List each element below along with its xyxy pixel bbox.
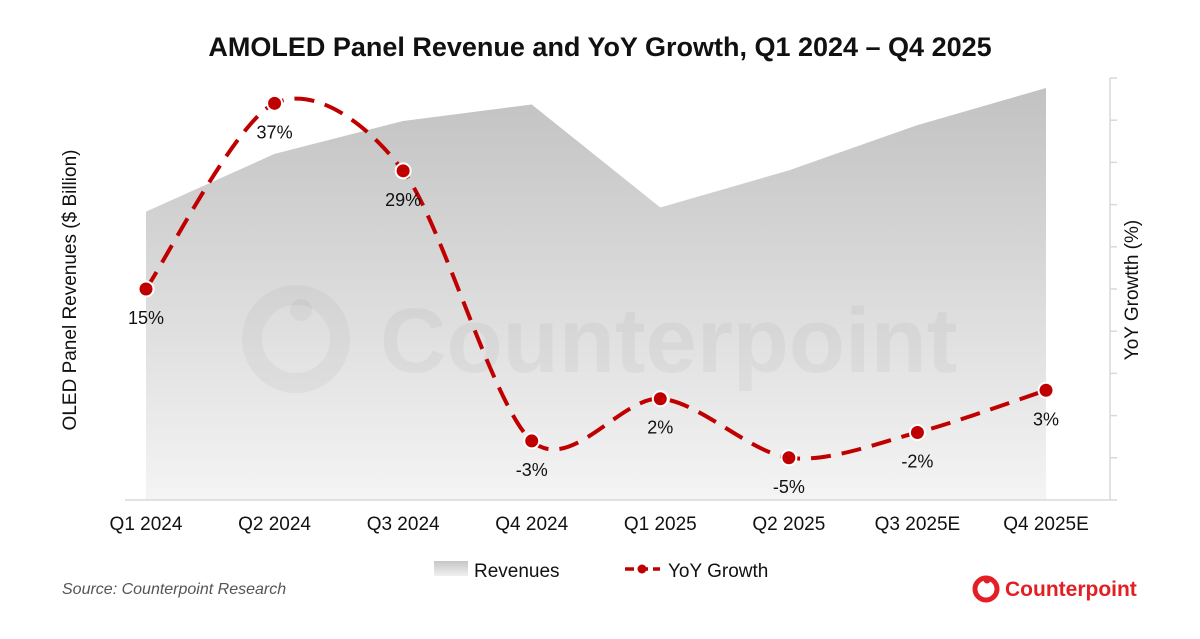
yoy-data-label: -5% bbox=[773, 477, 805, 497]
legend-label-revenues: Revenues bbox=[474, 561, 560, 582]
brand-logo-dot bbox=[983, 576, 991, 584]
yoy-point bbox=[523, 432, 541, 450]
yoy-data-label: 15% bbox=[128, 308, 164, 328]
yoy-points-layer bbox=[137, 94, 1055, 467]
brand-logo: Counterpoint bbox=[972, 575, 1137, 603]
yoy-data-label: 3% bbox=[1033, 409, 1059, 429]
x-tick-label: Q3 2025E bbox=[875, 514, 961, 535]
legend: Revenues YoY Growth bbox=[434, 561, 768, 582]
yoy-data-label: 2% bbox=[647, 418, 673, 438]
x-tick-label: Q4 2024 bbox=[495, 514, 568, 535]
yoy-point bbox=[394, 162, 412, 180]
x-tick-label: Q1 2024 bbox=[110, 514, 183, 535]
x-tick-label: Q3 2024 bbox=[367, 514, 440, 535]
y-axis-title: OLED Panel Revenues ($ Billion) bbox=[60, 150, 81, 431]
yoy-data-label: 29% bbox=[385, 190, 421, 210]
x-tick-label: Q4 2025E bbox=[1003, 514, 1089, 535]
x-axis-labels: Q1 2024 Q2 2024 Q3 2024 Q4 2024 Q1 2025 Q2 20… bbox=[110, 514, 1089, 535]
yoy-point bbox=[266, 94, 284, 112]
yoy-point bbox=[780, 449, 798, 467]
yoy-data-label: -2% bbox=[901, 451, 933, 471]
x-tick-label: Q1 2025 bbox=[624, 514, 697, 535]
yoy-point bbox=[137, 280, 155, 298]
right-axis-ticks bbox=[1110, 77, 1117, 501]
yoy-point bbox=[1037, 381, 1055, 399]
x-tick-label: Q2 2025 bbox=[752, 514, 825, 535]
legend-label-yoy: YoY Growth bbox=[668, 561, 768, 582]
yoy-point bbox=[651, 390, 669, 408]
yoy-point bbox=[908, 423, 926, 441]
source-note: Source: Counterpoint Research bbox=[62, 581, 286, 598]
yoy-labels-layer: 15% 37% 29% -3% 2% -5% -2% 3% bbox=[128, 122, 1059, 496]
x-tick-label: Q2 2024 bbox=[238, 514, 311, 535]
revenue-area bbox=[146, 88, 1046, 500]
yoy-data-label: -3% bbox=[516, 460, 548, 480]
brand-name: Counterpoint bbox=[1005, 578, 1137, 601]
legend-swatch-yoy-marker bbox=[637, 564, 647, 574]
yoy-data-label: 37% bbox=[257, 122, 293, 142]
legend-swatch-revenues bbox=[434, 561, 468, 576]
revenue-area-layer bbox=[146, 88, 1046, 500]
y2-axis-title: YoY Growtth (%) bbox=[1122, 220, 1143, 360]
watermark-logo-dot bbox=[290, 299, 312, 321]
chart-title: AMOLED Panel Revenue and YoY Growth, Q1 … bbox=[208, 32, 991, 62]
